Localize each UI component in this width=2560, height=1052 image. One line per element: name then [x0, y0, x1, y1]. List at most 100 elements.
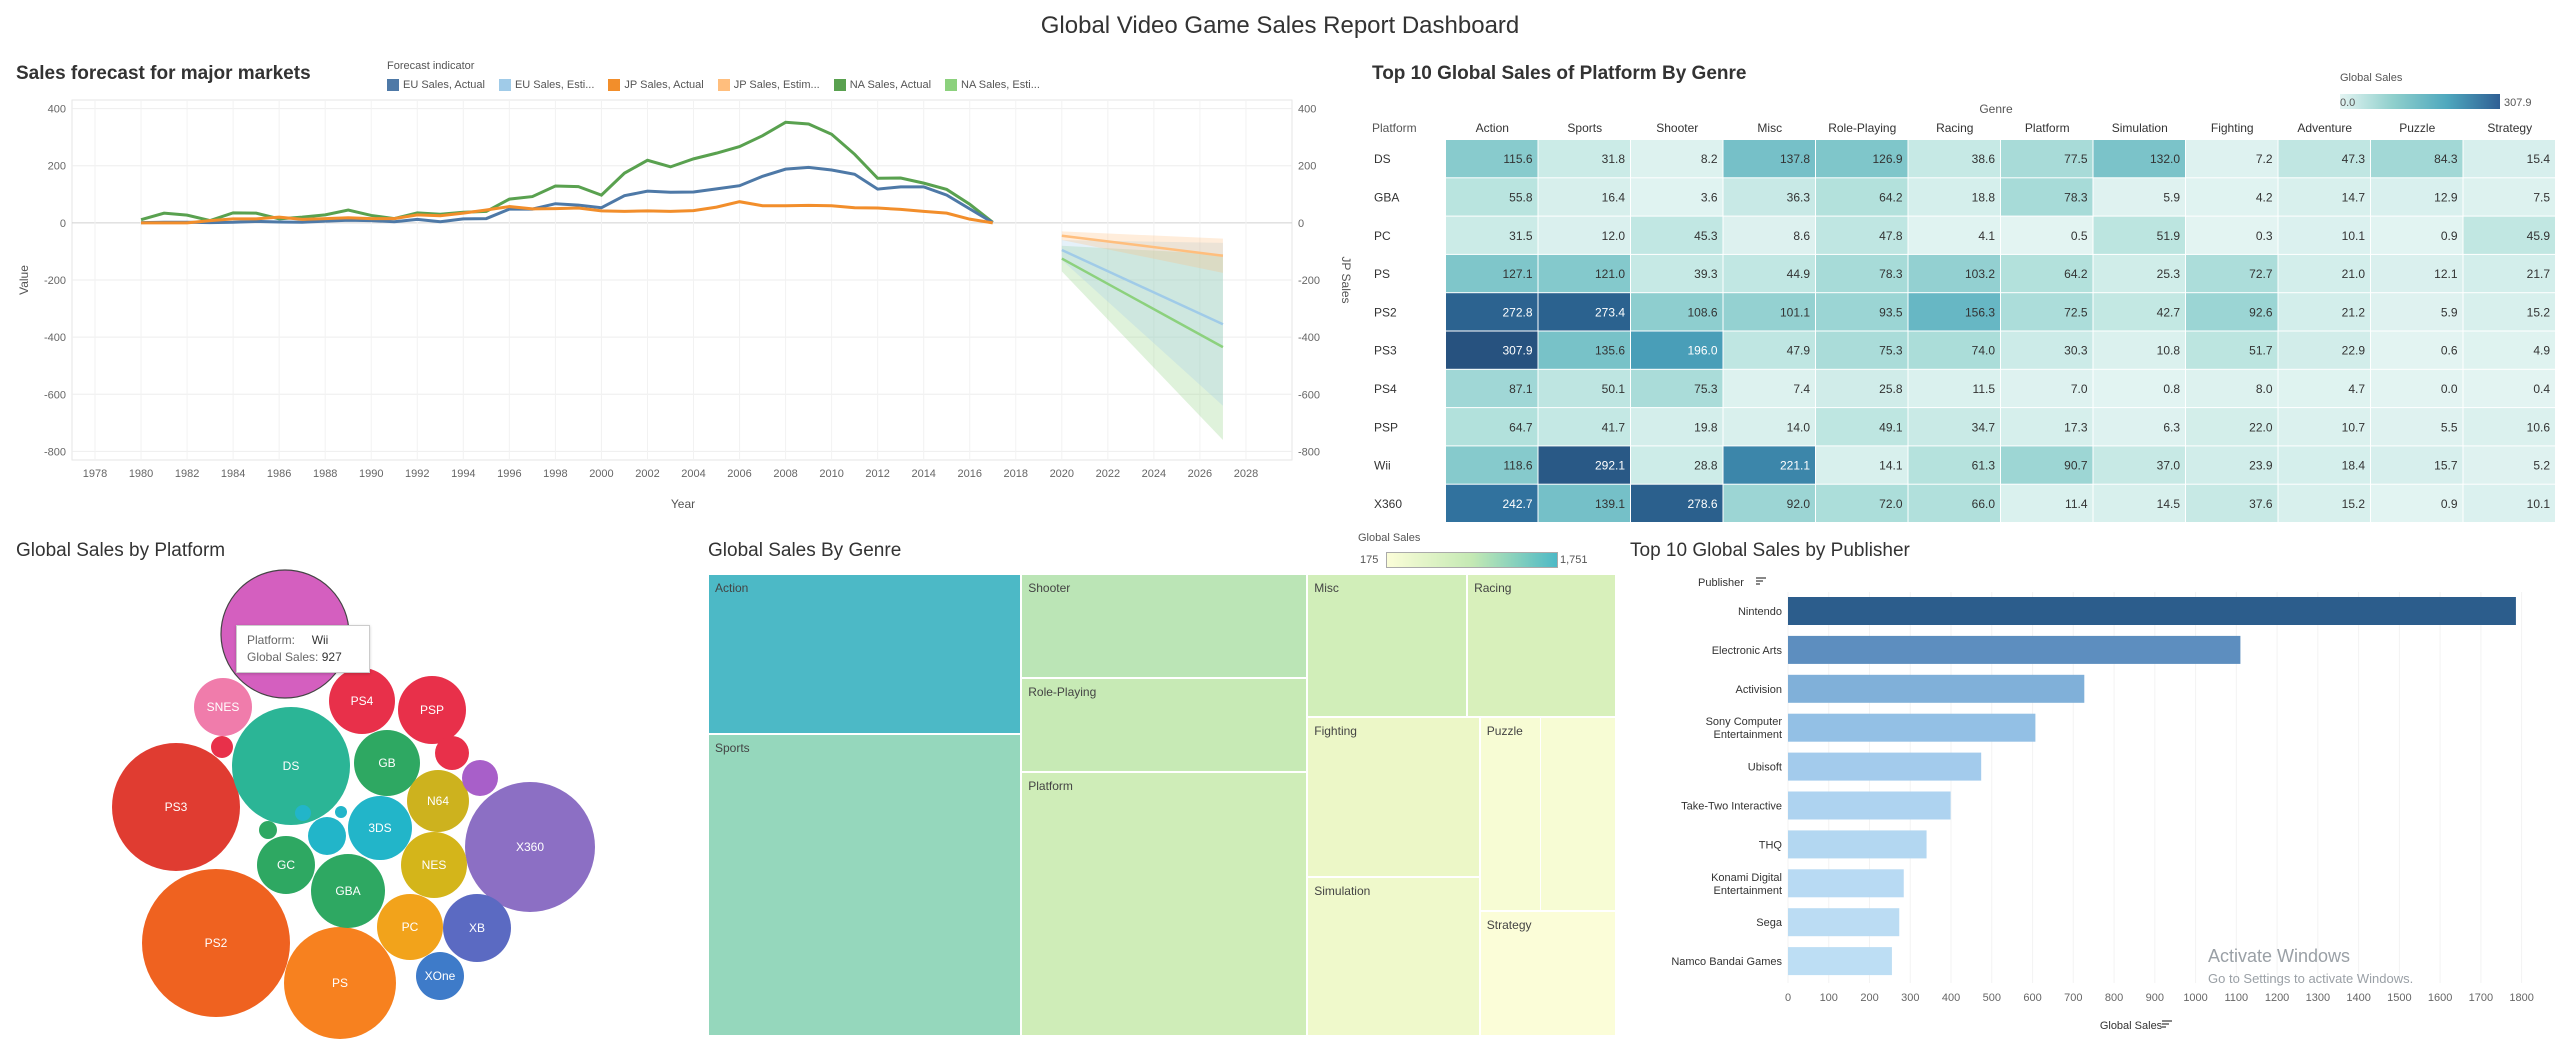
treemap-cell-strategy[interactable]: Strategy [1479, 911, 1616, 1036]
heatmap-cell[interactable] [2278, 331, 2371, 369]
heatmap-cell[interactable] [1723, 293, 1816, 331]
heatmap-cell[interactable] [1631, 331, 1723, 369]
bubble-ps4[interactable] [329, 668, 395, 734]
heatmap-cell[interactable] [1816, 178, 1908, 216]
heatmap-cell[interactable] [1723, 446, 1816, 484]
bubble-gc[interactable] [257, 836, 315, 894]
heatmap-cell[interactable] [1446, 369, 1538, 408]
heatmap-cell[interactable] [2093, 484, 2186, 522]
publisher-bar[interactable] [1788, 597, 2516, 625]
heatmap-cell[interactable] [2278, 178, 2371, 216]
heatmap-cell[interactable] [1631, 408, 1723, 446]
heatmap-cell[interactable] [2001, 140, 2093, 178]
heatmap-cell[interactable] [1538, 331, 1631, 369]
heatmap-cell[interactable] [1538, 254, 1631, 293]
heatmap-cell[interactable] [2001, 408, 2093, 446]
heatmap-cell[interactable] [1538, 446, 1631, 484]
heatmap-cell[interactable] [2371, 369, 2463, 408]
heatmap-cell[interactable] [2093, 178, 2186, 216]
publisher-bar[interactable] [1788, 908, 1900, 937]
series-line[interactable] [1061, 234, 1224, 257]
heatmap-cell[interactable] [2093, 254, 2186, 293]
forecast-legend-item[interactable]: JP Sales, Estim... [717, 79, 820, 91]
heatmap-cell[interactable] [1908, 254, 2001, 293]
treemap-cell-puzzle[interactable]: Puzzle [1479, 717, 1616, 912]
heatmap-cell[interactable] [1816, 446, 1908, 484]
heatmap-cell[interactable] [1723, 254, 1816, 293]
forecast-legend-item[interactable]: EU Sales, Esti... [498, 79, 594, 91]
heatmap-cell[interactable] [2093, 446, 2186, 484]
heatmap-cell[interactable] [1908, 331, 2001, 369]
heatmap-cell[interactable] [2463, 331, 2556, 369]
bubble-snes[interactable] [194, 678, 252, 736]
heatmap-cell[interactable] [1908, 446, 2001, 484]
heatmap-cell[interactable] [2186, 446, 2278, 484]
heatmap-cell[interactable] [1908, 178, 2001, 216]
heatmap-cell[interactable] [2186, 216, 2278, 254]
heatmap-cell[interactable] [2093, 369, 2186, 408]
heatmap-cell[interactable] [2371, 178, 2463, 216]
bubble-small[interactable] [335, 806, 347, 818]
heatmap-cell[interactable] [1631, 140, 1723, 178]
heatmap-cell[interactable] [2001, 446, 2093, 484]
heatmap-cell[interactable] [2371, 331, 2463, 369]
publisher-bar[interactable] [1788, 674, 2085, 703]
sort-icon[interactable] [1756, 577, 1766, 585]
heatmap-cell[interactable] [1538, 369, 1631, 408]
heatmap-cell[interactable] [2371, 484, 2463, 522]
bubble-small[interactable] [308, 817, 346, 855]
heatmap-cell[interactable] [1538, 484, 1631, 522]
treemap-cell-action[interactable]: Action [708, 574, 1022, 735]
publisher-bar[interactable] [1788, 635, 2241, 664]
heatmap-cell[interactable] [1908, 216, 2001, 254]
heatmap-cell[interactable] [2001, 331, 2093, 369]
heatmap-cell[interactable] [2371, 254, 2463, 293]
bubble-xb[interactable] [443, 894, 511, 962]
heatmap-cell[interactable] [1446, 293, 1538, 331]
treemap-chart[interactable]: Action Sports Shooter Role-Playing Platform M… [708, 574, 1616, 1036]
publisher-bar[interactable] [1788, 947, 1892, 976]
publisher-bar[interactable] [1788, 869, 1904, 898]
heatmap-cell[interactable] [2093, 293, 2186, 331]
heatmap-cell[interactable] [1538, 178, 1631, 216]
heatmap-cell[interactable] [1631, 254, 1723, 293]
heatmap-cell[interactable] [2463, 178, 2556, 216]
heatmap-cell[interactable] [1723, 369, 1816, 408]
heatmap-chart[interactable]: Genre Platform Action Sports Shooter Misc Ro… [1368, 96, 2558, 524]
heatmap-cell[interactable] [2463, 140, 2556, 178]
heatmap-cell[interactable] [1538, 408, 1631, 446]
treemap-cell-sports[interactable]: Sports [708, 734, 1022, 1036]
heatmap-cell[interactable] [2278, 140, 2371, 178]
series-line[interactable] [141, 165, 994, 225]
treemap-cell-platform[interactable]: Platform [1021, 771, 1308, 1036]
heatmap-cell[interactable] [2278, 484, 2371, 522]
bubble-pc[interactable] [377, 894, 443, 960]
bubble-small[interactable] [295, 805, 311, 821]
heatmap-cell[interactable] [1816, 331, 1908, 369]
heatmap-cell[interactable] [1446, 408, 1538, 446]
treemap-cell-shooter[interactable]: Shooter [1021, 574, 1308, 678]
heatmap-cell[interactable] [2186, 369, 2278, 408]
heatmap-cell[interactable] [1446, 140, 1538, 178]
heatmap-cell[interactable] [1631, 369, 1723, 408]
heatmap-cell[interactable] [2371, 216, 2463, 254]
heatmap-cell[interactable] [2463, 408, 2556, 446]
heatmap-cell[interactable] [2186, 140, 2278, 178]
heatmap-cell[interactable] [2001, 178, 2093, 216]
heatmap-cell[interactable] [1631, 293, 1723, 331]
series-line[interactable] [1061, 248, 1224, 326]
publisher-chart[interactable]: Publisher Global Sales 0 100 200 300 400 500 6… [1630, 566, 2558, 1052]
publisher-bar[interactable] [1788, 791, 1951, 820]
bubble-gba[interactable] [311, 854, 385, 928]
heatmap-cell[interactable] [1816, 254, 1908, 293]
bubble-psp[interactable] [398, 676, 466, 744]
heatmap-cell[interactable] [2463, 446, 2556, 484]
bubble-small[interactable] [435, 736, 469, 770]
heatmap-cell[interactable] [1446, 446, 1538, 484]
heatmap-cell[interactable] [1723, 408, 1816, 446]
heatmap-cell[interactable] [2371, 293, 2463, 331]
heatmap-cell[interactable] [1908, 140, 2001, 178]
forecast-legend-item[interactable]: JP Sales, Actual [608, 79, 704, 91]
heatmap-cell[interactable] [2186, 331, 2278, 369]
heatmap-cell[interactable] [1723, 331, 1816, 369]
